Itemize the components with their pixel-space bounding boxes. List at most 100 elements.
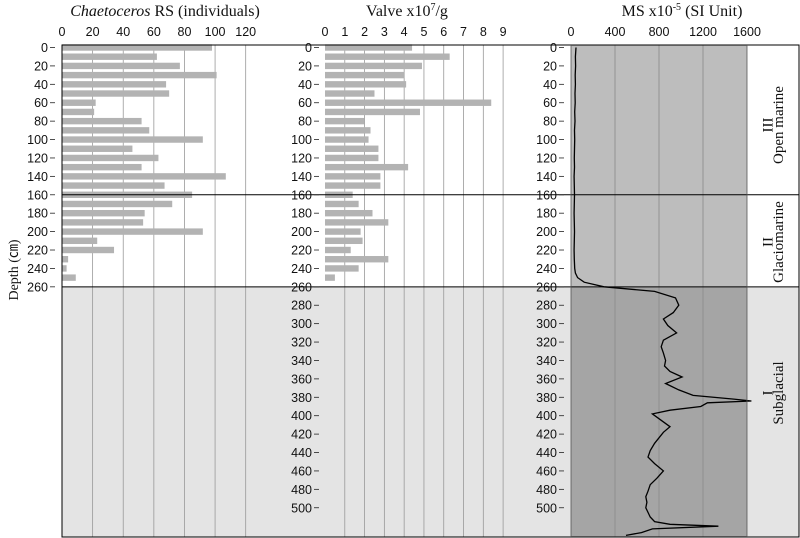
unit-ii-name: Glaciomarine — [771, 201, 787, 283]
x-tick-label: 400 — [605, 25, 626, 39]
chart-title-chaetoceros-italic: Chaetoceros — [70, 3, 150, 20]
bar — [62, 163, 142, 171]
depth-tick-label: 60 — [34, 96, 48, 110]
bar — [62, 182, 165, 189]
depth-tick-label: 40 — [543, 78, 557, 92]
depth-tick-label: 220 — [536, 244, 557, 258]
bar — [62, 154, 159, 162]
depth-tick-label: 0 — [550, 41, 557, 55]
depth-tick-label: 500 — [536, 501, 557, 515]
depth-tick-label: 440 — [536, 446, 557, 460]
depth-tick-label: 420 — [536, 428, 557, 442]
x-tick-label: 1200 — [689, 25, 717, 39]
depth-tick-label: 140 — [536, 170, 557, 184]
depth-tick-label: 140 — [291, 170, 312, 184]
bar — [325, 108, 420, 116]
x-tick-label: 6 — [440, 25, 447, 39]
x-tick-label: 8 — [480, 25, 487, 39]
depth-tick-label: 400 — [291, 409, 312, 423]
x-tick-label: 1 — [341, 25, 348, 39]
label-layer: 0 20 40 60 80 100 120 0 1 2 3 4 5 6 7 8 9 0 400 800 1200 1600… — [27, 25, 761, 515]
bar — [62, 173, 226, 180]
depth-tick-label: 20 — [298, 59, 312, 73]
x-tick-label: 0 — [568, 25, 575, 39]
unit-ii-numeral: II — [759, 237, 775, 247]
bar — [62, 53, 157, 60]
bar — [62, 62, 180, 70]
x-tick-label: 60 — [147, 25, 161, 39]
depth-tick-label: 60 — [298, 96, 312, 110]
bar — [325, 237, 363, 245]
depth-tick-label: 60 — [543, 96, 557, 110]
depth-tick-label: 440 — [291, 446, 312, 460]
bar — [325, 228, 361, 235]
depth-tick-label: 160 — [291, 188, 312, 202]
depth-tick-label: 340 — [291, 354, 312, 368]
bar — [62, 209, 145, 217]
depth-tick-label: 20 — [543, 59, 557, 73]
depth-tick-label: 40 — [298, 78, 312, 92]
x-tick-label: 0 — [322, 25, 329, 39]
depth-tick-label: 460 — [291, 464, 312, 478]
chaetoceros-bars — [62, 44, 226, 281]
chart-title-valve-sup: 7 — [430, 2, 435, 13]
bar — [325, 246, 351, 254]
bar — [62, 274, 76, 281]
depth-tick-label: 120 — [536, 151, 557, 165]
depth-tick-label: 400 — [536, 409, 557, 423]
depth-tick-label: 500 — [291, 501, 312, 515]
depth-tick-label: 200 — [27, 225, 48, 239]
bar — [62, 237, 98, 245]
x-tick-label: 3 — [381, 25, 388, 39]
depth-tick-label: 100 — [291, 133, 312, 147]
bar — [62, 99, 96, 106]
chart-title-valve-main: Valve x10 — [366, 3, 430, 20]
bar — [325, 265, 359, 272]
bar — [62, 108, 95, 116]
x-tick-label: 5 — [420, 25, 427, 39]
plot-frame — [61, 44, 800, 538]
bar — [62, 90, 170, 97]
depth-tick-label: 300 — [291, 317, 312, 331]
depth-tick-label: 280 — [536, 299, 557, 313]
bar — [62, 200, 173, 208]
bar — [325, 145, 379, 152]
depth-tick-label: 460 — [536, 464, 557, 478]
depth-tick-label: 220 — [291, 244, 312, 258]
bar — [62, 219, 144, 226]
bar — [325, 182, 381, 189]
depth-tick-label: 240 — [27, 262, 48, 276]
x-tick-label: 2 — [361, 25, 368, 39]
unit-iii-numeral: III — [759, 118, 775, 133]
x-tick-label: 800 — [649, 25, 670, 39]
bar — [325, 44, 413, 51]
x-tick-label: 100 — [205, 25, 226, 39]
bar — [325, 99, 492, 106]
depth-tick-label: 360 — [291, 372, 312, 386]
ms-series-line — [573, 47, 752, 537]
depth-tick-label: 240 — [536, 262, 557, 276]
depth-tick-label: 80 — [34, 115, 48, 129]
x-tick-label: 0 — [59, 25, 66, 39]
x-tick-label: 40 — [116, 25, 130, 39]
bar — [62, 246, 115, 254]
bar — [62, 44, 213, 51]
bar — [325, 274, 335, 281]
depth-tick-label: 120 — [27, 151, 48, 165]
chart-title-valve: Valve x107/g — [366, 2, 448, 20]
depth-tick-label: 280 — [291, 299, 312, 313]
depth-tick-label: 160 — [27, 188, 48, 202]
depth-tick-label: 140 — [27, 170, 48, 184]
depth-tick-label: 480 — [536, 483, 557, 497]
chart-title-chaetoceros: Chaetoceros RS (individuals) — [70, 3, 260, 20]
chart-title-chaetoceros-rest: RS (individuals) — [150, 3, 259, 20]
depth-tick-label: 320 — [536, 336, 557, 350]
chart-title-ms-main: MS x10 — [622, 3, 673, 20]
depth-tick-label: 340 — [536, 354, 557, 368]
depth-tick-label: 200 — [291, 225, 312, 239]
depth-tick-label: 260 — [536, 280, 557, 294]
depth-tick-label: 320 — [291, 336, 312, 350]
unit-i-numeral: I — [759, 391, 775, 396]
unit-i-name: Subglacial — [771, 361, 787, 424]
depth-tick-label: 20 — [34, 59, 48, 73]
